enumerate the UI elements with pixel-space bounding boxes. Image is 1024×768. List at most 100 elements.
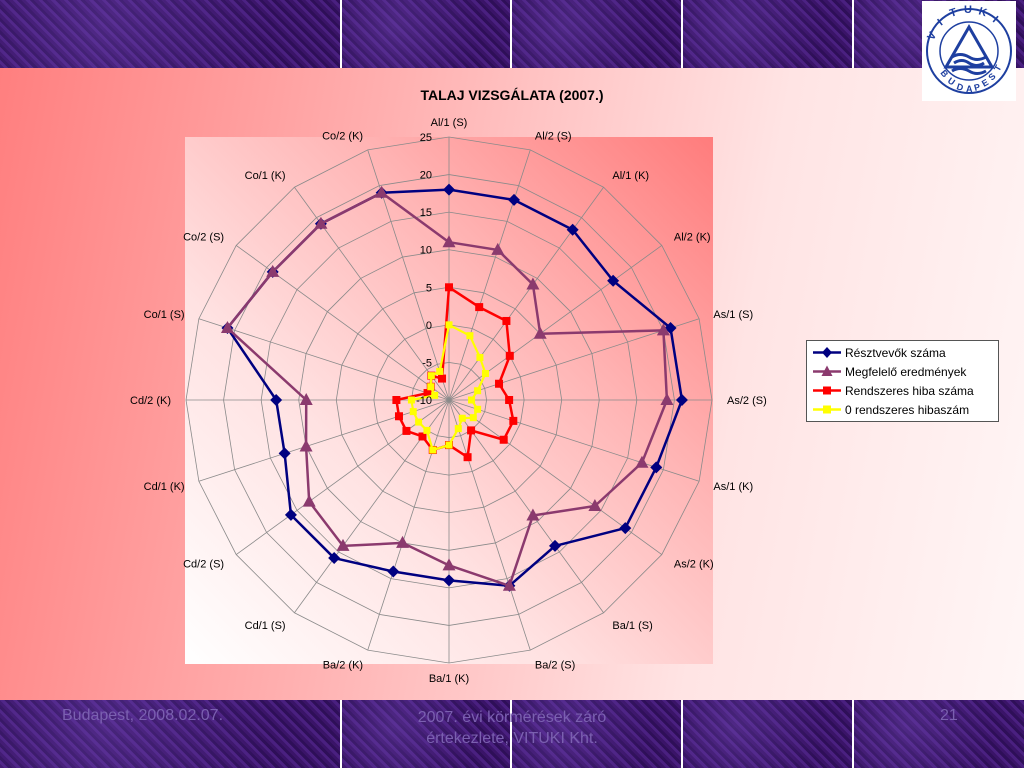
grid-spoke bbox=[368, 150, 449, 400]
category-label: Ba/1 (K) bbox=[429, 673, 469, 685]
category-label: Al/2 (K) bbox=[674, 232, 711, 244]
tick-label: 20 bbox=[420, 170, 432, 182]
category-label: Cd/2 (S) bbox=[183, 558, 224, 570]
data-point bbox=[676, 394, 688, 406]
data-point bbox=[482, 370, 489, 377]
data-point bbox=[474, 406, 481, 413]
legend-label: Rendszeres hiba száma bbox=[845, 384, 974, 398]
data-point bbox=[402, 427, 410, 435]
category-label: Cd/1 (S) bbox=[245, 620, 286, 632]
data-point bbox=[650, 461, 662, 473]
series-line bbox=[227, 193, 666, 586]
category-label: Co/1 (S) bbox=[144, 309, 185, 321]
radar-series bbox=[221, 184, 688, 592]
legend-item: Rendszeres hiba száma bbox=[807, 381, 998, 400]
category-label: Co/1 (K) bbox=[245, 170, 286, 182]
legend-marker-triangle-icon bbox=[813, 362, 841, 381]
tick-label: 5 bbox=[426, 282, 432, 294]
data-point bbox=[445, 283, 453, 291]
tick-label: 0 bbox=[426, 320, 432, 332]
footer-date: Budapest, 2008.02.07. bbox=[62, 707, 223, 725]
data-point bbox=[408, 397, 415, 404]
category-label: Ba/1 (S) bbox=[612, 620, 652, 632]
data-point bbox=[635, 456, 648, 468]
footer-cell bbox=[683, 700, 854, 768]
data-point bbox=[495, 380, 503, 388]
category-label: Co/2 (K) bbox=[322, 131, 363, 143]
grid-spoke bbox=[449, 400, 662, 555]
data-point bbox=[466, 332, 473, 339]
grid-spoke bbox=[199, 319, 449, 400]
data-point bbox=[459, 415, 466, 422]
data-point bbox=[509, 417, 517, 425]
legend-label: Megfelelő eredmények bbox=[845, 365, 966, 379]
tick-label: 15 bbox=[420, 207, 432, 219]
data-point bbox=[505, 396, 513, 404]
data-point bbox=[446, 321, 453, 328]
data-point bbox=[392, 396, 400, 404]
data-point bbox=[502, 317, 510, 325]
data-point bbox=[443, 184, 455, 196]
data-point bbox=[423, 427, 430, 434]
legend-item: Megfelelő eredmények bbox=[807, 362, 998, 381]
category-label: As/1 (S) bbox=[713, 309, 753, 321]
legend-marker-square-icon bbox=[813, 381, 841, 400]
footer-event-line: 2007. évi körmérések záró bbox=[352, 707, 672, 728]
data-point bbox=[410, 408, 417, 415]
category-label: Al/1 (K) bbox=[612, 170, 649, 182]
data-point bbox=[395, 412, 403, 420]
data-point bbox=[467, 426, 475, 434]
category-label: Cd/2 (K) bbox=[130, 395, 171, 407]
category-label: Al/1 (S) bbox=[431, 117, 468, 129]
data-point bbox=[506, 352, 514, 360]
category-label: As/1 (K) bbox=[713, 481, 753, 493]
data-point bbox=[475, 303, 483, 311]
category-label: As/2 (K) bbox=[674, 558, 714, 570]
category-label: Co/2 (S) bbox=[183, 232, 224, 244]
legend-label: 0 rendszeres hibaszám bbox=[845, 403, 969, 417]
tick-label: -10 bbox=[416, 395, 432, 407]
data-point bbox=[428, 372, 435, 379]
data-point bbox=[443, 574, 455, 586]
data-point bbox=[464, 453, 472, 461]
data-point bbox=[500, 436, 508, 444]
data-point bbox=[470, 414, 477, 421]
legend-item: Résztvevők száma bbox=[807, 343, 998, 362]
data-point bbox=[619, 522, 631, 534]
data-point bbox=[476, 354, 483, 361]
legend-item: 0 rendszeres hibaszám bbox=[807, 400, 998, 419]
data-point bbox=[436, 368, 443, 375]
legend-marker-square-icon bbox=[813, 400, 841, 419]
data-point bbox=[446, 442, 453, 449]
category-label: Ba/2 (K) bbox=[323, 659, 363, 671]
page-number: 21 bbox=[940, 707, 958, 725]
data-point bbox=[279, 447, 291, 459]
data-point bbox=[429, 447, 436, 454]
footer-event: 2007. évi körmérések záró értekezlete, V… bbox=[352, 707, 672, 749]
category-label: As/2 (S) bbox=[727, 395, 767, 407]
tick-label: -5 bbox=[422, 357, 432, 369]
data-point bbox=[474, 387, 481, 394]
grid-spoke bbox=[449, 245, 662, 400]
category-label: Cd/1 (K) bbox=[144, 481, 185, 493]
grid-spoke bbox=[236, 245, 449, 400]
category-label: Ba/2 (S) bbox=[535, 659, 575, 671]
data-point bbox=[660, 393, 673, 405]
grid-spoke bbox=[449, 400, 530, 650]
data-point bbox=[427, 383, 434, 390]
data-point bbox=[438, 375, 446, 383]
legend-label: Résztvevők száma bbox=[845, 346, 946, 360]
data-point bbox=[431, 392, 438, 399]
data-point bbox=[468, 397, 475, 404]
footer-event-line: értekezlete, VITUKI Kht. bbox=[352, 728, 672, 749]
grid-spoke bbox=[368, 400, 449, 650]
grid-spoke bbox=[449, 187, 604, 400]
data-point bbox=[455, 425, 462, 432]
chart-legend: Résztvevők száma Megfelelő eredmények Re… bbox=[806, 340, 999, 422]
category-label: Al/2 (S) bbox=[535, 131, 572, 143]
data-point bbox=[387, 566, 399, 578]
data-point bbox=[508, 194, 520, 206]
tick-label: 25 bbox=[420, 132, 432, 144]
data-point bbox=[303, 495, 316, 507]
data-point bbox=[443, 235, 456, 247]
